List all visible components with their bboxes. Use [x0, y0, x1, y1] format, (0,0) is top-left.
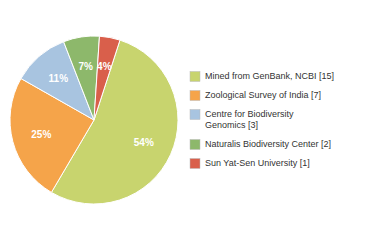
- data-label: 7%: [78, 61, 93, 72]
- legend: Mined from GenBank, NCBI [15] Zoological …: [190, 71, 334, 169]
- legend-swatch: [190, 159, 200, 169]
- legend-item: Zoological Survey of India [7]: [190, 90, 321, 101]
- legend-swatch: [190, 140, 200, 150]
- legend-label: Mined from GenBank, NCBI [15]: [205, 71, 334, 81]
- chart-container: 54% 25% 11% 7% 4% Mined from GenBank, NCBI [1…: [0, 0, 380, 240]
- data-label: 54%: [134, 137, 154, 148]
- legend-swatch: [190, 110, 200, 120]
- data-label: 25%: [31, 129, 51, 140]
- pie-slice: [94, 36, 120, 120]
- legend-item: Mined from GenBank, NCBI [15]: [190, 71, 334, 82]
- legend-label: Sun Yat-Sen University [1]: [205, 158, 310, 168]
- legend-swatch: [190, 91, 200, 101]
- legend-item: Naturalis Biodiversity Center [2]: [190, 139, 331, 150]
- legend-label: Zoological Survey of India [7]: [205, 90, 321, 100]
- legend-label: Naturalis Biodiversity Center [2]: [205, 139, 331, 149]
- data-labels: 54% 25% 11% 7% 4%: [31, 61, 154, 148]
- data-label: 4%: [97, 61, 112, 72]
- data-label: 11%: [49, 73, 69, 84]
- chart-svg: 54% 25% 11% 7% 4% Mined from GenBank, NCBI [1…: [0, 0, 380, 240]
- legend-swatch: [190, 72, 200, 82]
- pie: [10, 36, 178, 204]
- legend-label: Centre for BiodiversityGenomics [3]: [205, 109, 294, 130]
- legend-item: Centre for BiodiversityGenomics [3]: [190, 109, 294, 130]
- legend-item: Sun Yat-Sen University [1]: [190, 158, 310, 169]
- pie-slice: [64, 36, 100, 120]
